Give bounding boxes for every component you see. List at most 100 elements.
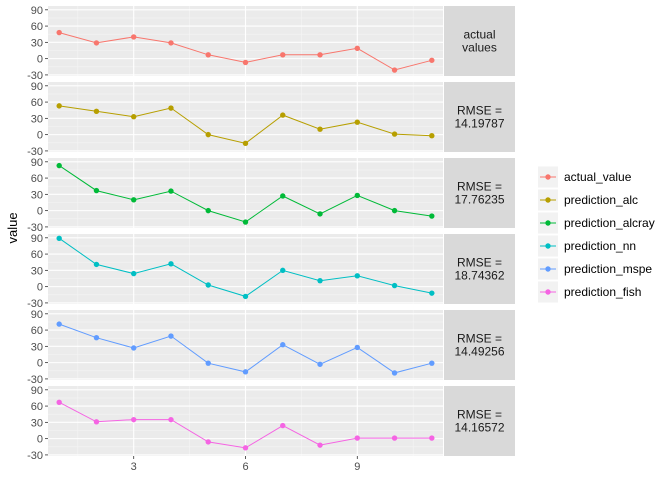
y-tick-label: 90 xyxy=(31,5,43,17)
data-point-prediction_mspe xyxy=(243,369,248,374)
data-point-prediction_alc xyxy=(206,132,211,137)
data-point-prediction_fish xyxy=(280,423,285,428)
y-tick-label: 0 xyxy=(37,206,43,218)
x-tick-label: 6 xyxy=(242,461,248,473)
legend-label: prediction_mspe xyxy=(564,262,652,276)
y-tick-label: 0 xyxy=(37,130,43,142)
data-point-prediction_alc xyxy=(392,131,397,136)
legend-key-point xyxy=(545,289,550,294)
data-point-actual_value xyxy=(168,40,173,45)
data-point-prediction_alcray xyxy=(429,213,434,218)
facet-panel-prediction_nn: -300306090RMSE =18.74362 xyxy=(27,233,515,310)
data-point-prediction_nn xyxy=(280,268,285,273)
data-point-prediction_fish xyxy=(168,417,173,422)
data-point-prediction_alcray xyxy=(56,163,61,168)
data-point-prediction_nn xyxy=(317,278,322,283)
data-point-prediction_nn xyxy=(56,236,61,241)
facet-strip-label: 14.19787 xyxy=(454,117,504,131)
facet-strip-label: RMSE = xyxy=(457,256,502,270)
data-point-actual_value xyxy=(94,40,99,45)
x-tick-label: 9 xyxy=(354,461,360,473)
legend-label: prediction_alcray xyxy=(564,216,655,230)
y-tick-label: 0 xyxy=(37,358,43,370)
data-point-prediction_mspe xyxy=(355,345,360,350)
data-point-prediction_nn xyxy=(131,271,136,276)
y-axis-title: value xyxy=(5,212,20,243)
data-point-prediction_fish xyxy=(56,400,61,405)
facet-strip-label: RMSE = xyxy=(457,332,502,346)
data-point-actual_value xyxy=(280,52,285,57)
data-point-prediction_mspe xyxy=(131,345,136,350)
legend-key-point xyxy=(545,266,550,271)
data-point-actual_value xyxy=(429,58,434,63)
facet-panel-prediction_fish: -300306090RMSE =14.16572 xyxy=(27,385,515,462)
y-tick-label: 90 xyxy=(31,309,43,321)
data-point-prediction_fish xyxy=(243,445,248,450)
data-point-prediction_alcray xyxy=(243,219,248,224)
data-point-actual_value xyxy=(317,52,322,57)
facet-strip-label: RMSE = xyxy=(457,180,502,194)
y-tick-label: 60 xyxy=(31,325,43,337)
data-point-prediction_mspe xyxy=(168,333,173,338)
facet-panel-prediction_alcray: -30 0 30 60 90 RMSE =17.76235 xyxy=(27,157,515,234)
y-tick-label: 60 xyxy=(31,173,43,185)
data-point-prediction_alc xyxy=(280,112,285,117)
data-point-actual_value xyxy=(243,60,248,65)
legend-label: prediction_alc xyxy=(564,193,638,207)
data-point-prediction_fish xyxy=(392,435,397,440)
legend-label: actual_value xyxy=(564,170,632,184)
data-point-prediction_fish xyxy=(317,442,322,447)
data-point-prediction_alc xyxy=(56,103,61,108)
data-point-prediction_nn xyxy=(355,273,360,278)
y-tick-label: -30 xyxy=(27,450,43,462)
data-point-prediction_alcray xyxy=(392,208,397,213)
data-point-prediction_alc xyxy=(243,141,248,146)
legend-key-point xyxy=(545,220,550,225)
facet-strip-label: 14.49256 xyxy=(454,345,504,359)
data-point-actual_value xyxy=(131,34,136,39)
data-point-prediction_fish xyxy=(206,439,211,444)
legend-key-point xyxy=(545,174,550,179)
facet-strip-label: values xyxy=(462,41,497,55)
y-tick-label: 30 xyxy=(31,341,43,353)
data-point-prediction_alcray xyxy=(94,188,99,193)
legend-label: prediction_nn xyxy=(564,239,636,253)
y-tick-label: 30 xyxy=(31,189,43,201)
data-point-prediction_nn xyxy=(243,294,248,299)
data-point-actual_value xyxy=(206,52,211,57)
data-point-prediction_alc xyxy=(355,119,360,124)
data-point-prediction_alcray xyxy=(280,193,285,198)
facet-strip-label: RMSE = xyxy=(457,104,502,118)
data-point-prediction_mspe xyxy=(280,342,285,347)
data-point-prediction_nn xyxy=(392,283,397,288)
y-tick-label: 60 xyxy=(31,249,43,261)
facet-panel-prediction_mspe: -30 0 30 60 90 RMSE =14.49256 xyxy=(27,309,515,386)
legend-key-point xyxy=(545,197,550,202)
data-point-prediction_fish xyxy=(94,419,99,424)
data-point-prediction_alcray xyxy=(168,188,173,193)
y-tick-label: 60 xyxy=(31,21,43,33)
data-point-prediction_nn xyxy=(168,261,173,266)
y-tick-label: 30 xyxy=(31,265,43,277)
data-point-prediction_alc xyxy=(317,127,322,132)
y-tick-label: 30 xyxy=(31,37,43,49)
facet-strip-label: 18.74362 xyxy=(454,269,504,283)
y-tick-label: 90 xyxy=(31,233,43,245)
data-point-prediction_mspe xyxy=(206,360,211,365)
data-point-prediction_mspe xyxy=(56,321,61,326)
legend-key-point xyxy=(545,243,550,248)
data-point-actual_value xyxy=(392,67,397,72)
y-tick-label: 0 xyxy=(37,434,43,446)
y-tick-label: 60 xyxy=(31,97,43,109)
y-tick-label: 60 xyxy=(31,401,43,413)
data-point-prediction_alcray xyxy=(131,197,136,202)
data-point-prediction_fish xyxy=(131,417,136,422)
data-point-prediction_mspe xyxy=(94,335,99,340)
data-point-prediction_mspe xyxy=(317,362,322,367)
y-tick-label: 90 xyxy=(31,157,43,169)
y-tick-label: 30 xyxy=(31,113,43,125)
y-tick-label: 90 xyxy=(31,81,43,93)
data-point-prediction_fish xyxy=(429,435,434,440)
